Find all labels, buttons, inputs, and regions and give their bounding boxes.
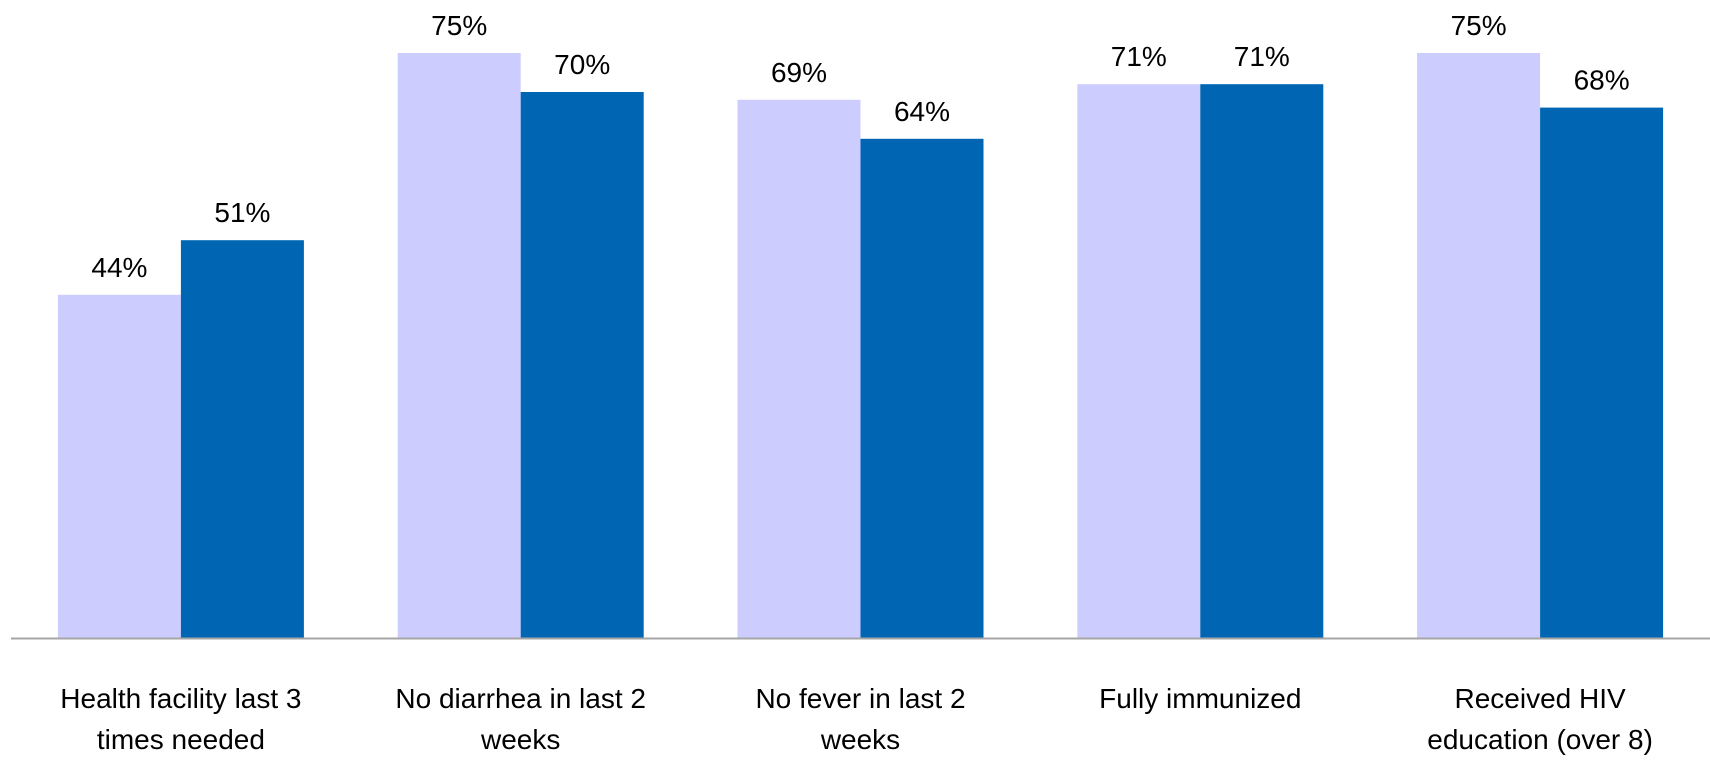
- bar-series2-cat3: [860, 138, 984, 639]
- category-label-line: Received HIV: [1455, 683, 1627, 714]
- data-label-series1-cat1: 44%: [91, 252, 147, 283]
- data-labels-layer: 44% 51% 75% 70% 69% 64% 71% 71% 75% 68%: [91, 10, 1629, 283]
- category-labels-layer: Health facility last 3 times needed No dia…: [60, 683, 1653, 755]
- bar-series1-cat5: [1417, 53, 1541, 638]
- data-label-series1-cat2: 75%: [431, 10, 487, 41]
- category-label-2: No diarrhea in last 2 weeks: [395, 683, 646, 755]
- category-label-5: Received HIV education (over 8): [1427, 683, 1653, 755]
- category-label-3: No fever in last 2 weeks: [755, 683, 965, 755]
- bar-series2-cat5: [1540, 107, 1664, 639]
- bar-series2-cat4: [1200, 84, 1324, 638]
- category-label-line: times needed: [97, 724, 265, 755]
- category-label-line: Health facility last 3: [60, 683, 301, 714]
- data-label-series2-cat1: 51%: [214, 197, 270, 228]
- bar-series2-cat1: [180, 240, 304, 638]
- data-label-series1-cat4: 71%: [1111, 41, 1167, 72]
- bar-series2-cat2: [520, 92, 644, 638]
- data-label-series2-cat5: 68%: [1574, 65, 1630, 96]
- category-label-line: weeks: [820, 724, 900, 755]
- bar-series1-cat4: [1077, 84, 1201, 638]
- data-label-series2-cat2: 70%: [554, 49, 610, 80]
- category-label-1: Health facility last 3 times needed: [60, 683, 301, 755]
- category-label-line: No diarrhea in last 2: [395, 683, 646, 714]
- data-label-series2-cat3: 64%: [894, 96, 950, 127]
- category-label-line: weeks: [480, 724, 560, 755]
- category-label-line: No fever in last 2: [755, 683, 965, 714]
- bar-series1-cat2: [397, 53, 521, 638]
- bar-series1-cat1: [57, 294, 181, 638]
- category-label-line: Fully immunized: [1099, 683, 1301, 714]
- category-label-4: Fully immunized: [1099, 683, 1301, 714]
- data-label-series1-cat3: 69%: [771, 57, 827, 88]
- data-label-series1-cat5: 75%: [1451, 10, 1507, 41]
- bars-layer: [57, 53, 1664, 639]
- bar-series1-cat3: [737, 99, 861, 639]
- category-label-line: education (over 8): [1427, 724, 1653, 755]
- data-label-series2-cat4: 71%: [1234, 41, 1290, 72]
